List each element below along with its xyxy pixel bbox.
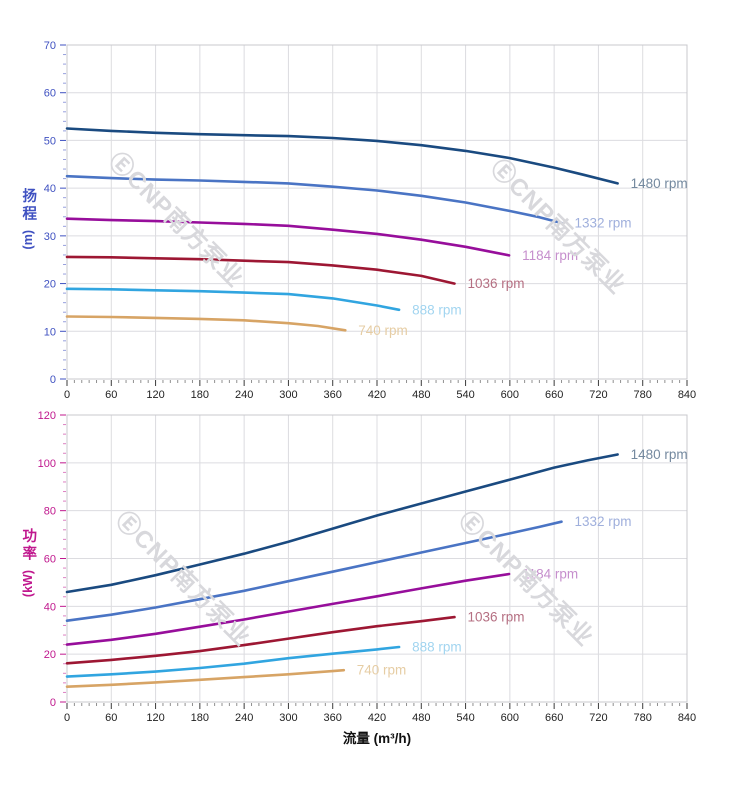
power-y-axis-unit: (kW) (21, 570, 35, 598)
x-tick-label: 660 (545, 712, 563, 724)
curve-740-rpm (65, 315, 347, 332)
y-tick-label: 70 (44, 40, 56, 52)
x-tick-label: 840 (678, 712, 696, 724)
x-tick-label: 300 (279, 389, 297, 401)
x-tick-label: 120 (146, 712, 164, 724)
curve-1480-rpm (65, 127, 619, 185)
y-tick-label: 50 (44, 135, 56, 147)
curve-label-1036-rpm: 1036 rpm (468, 610, 525, 625)
x-tick-label: 180 (191, 389, 209, 401)
curve-label-1332-rpm: 1332 rpm (575, 215, 632, 230)
y-tick-label: 0 (50, 374, 56, 386)
curve-label-1480-rpm: 1480 rpm (631, 447, 688, 462)
x-tick-label: 240 (235, 389, 253, 401)
y-tick-label: 40 (44, 601, 56, 613)
curve-1480-rpm (65, 453, 619, 594)
y-tick-label: 20 (44, 279, 56, 291)
curve-888-rpm (65, 287, 401, 312)
power-y-axis-title-text: 功率 (20, 528, 37, 563)
head-y-axis-title: 扬程 (m) (16, 188, 40, 249)
curve-1332-rpm (65, 520, 563, 622)
y-tick-label: 60 (44, 554, 56, 566)
plot-border (66, 414, 688, 703)
curve-888-rpm (65, 645, 401, 678)
y-tick-label: 30 (44, 231, 56, 243)
curve-1184-rpm (65, 217, 511, 257)
x-tick-label: 300 (279, 712, 297, 724)
curve-1036-rpm (65, 255, 456, 285)
x-tick-label: 600 (501, 712, 519, 724)
x-tick-label: 360 (324, 712, 342, 724)
y-tick-label: 80 (44, 506, 56, 518)
x-tick-label: 780 (634, 712, 652, 724)
flow-x-axis-title: 流量 (m³/h) (342, 731, 412, 746)
y-tick-label: 100 (38, 458, 56, 470)
x-tick-label: 480 (412, 712, 430, 724)
curve-1332-rpm (65, 174, 563, 225)
y-tick-label: 10 (44, 326, 56, 338)
x-tick-label: 540 (456, 389, 474, 401)
plot-border (66, 44, 688, 380)
head-y-axis-unit: (m) (21, 230, 35, 250)
x-tick-label: 120 (146, 389, 164, 401)
curve-label-1184-rpm: 1184 rpm (522, 567, 578, 582)
head-y-axis-title-text: 扬程 (20, 188, 37, 223)
x-tick-label: 600 (501, 389, 519, 401)
curve-label-1184-rpm: 1184 rpm (522, 248, 578, 263)
x-tick-label: 180 (191, 712, 209, 724)
x-tick-label: 360 (324, 389, 342, 401)
y-tick-label: 120 (38, 410, 56, 422)
curve-label-1480-rpm: 1480 rpm (631, 176, 688, 191)
curve-label-740-rpm: 740 rpm (358, 323, 408, 338)
x-tick-label: 660 (545, 389, 563, 401)
x-tick-label: 840 (678, 389, 696, 401)
curve-1036-rpm (65, 615, 456, 665)
curve-740-rpm (65, 668, 346, 688)
x-tick-label: 420 (368, 712, 386, 724)
x-tick-label: 60 (105, 389, 117, 401)
curve-label-740-rpm: 740 rpm (357, 663, 407, 678)
x-tick-label: 540 (456, 712, 474, 724)
x-tick-label: 0 (64, 389, 70, 401)
curve-1184-rpm (65, 572, 511, 646)
y-tick-label: 0 (50, 697, 56, 709)
x-tick-label: 0 (64, 712, 70, 724)
x-tick-label: 240 (235, 712, 253, 724)
head-vs-flow-chart: 0 60 120 180 240 300 360 420 480 540 600 660 720 780 8… (44, 40, 696, 401)
x-tick-label: 720 (589, 389, 607, 401)
x-tick-label: 720 (589, 712, 607, 724)
curve-label-1332-rpm: 1332 rpm (575, 514, 632, 529)
x-tick-label: 420 (368, 389, 386, 401)
curve-label-1036-rpm: 1036 rpm (468, 276, 525, 291)
x-tick-label: 780 (634, 389, 652, 401)
y-tick-label: 20 (44, 649, 56, 661)
x-tick-label: 480 (412, 389, 430, 401)
y-tick-label: 60 (44, 88, 56, 100)
power-vs-flow-chart: 0 60 120 180 240 300 360 420 480 540 600 660 720 780 8… (38, 410, 697, 724)
x-tick-label: 60 (105, 712, 117, 724)
curve-label-888-rpm: 888 rpm (412, 639, 462, 654)
power-y-axis-title: 功率 (kW) (16, 528, 40, 597)
curve-label-888-rpm: 888 rpm (412, 302, 462, 317)
y-tick-label: 40 (44, 183, 56, 195)
